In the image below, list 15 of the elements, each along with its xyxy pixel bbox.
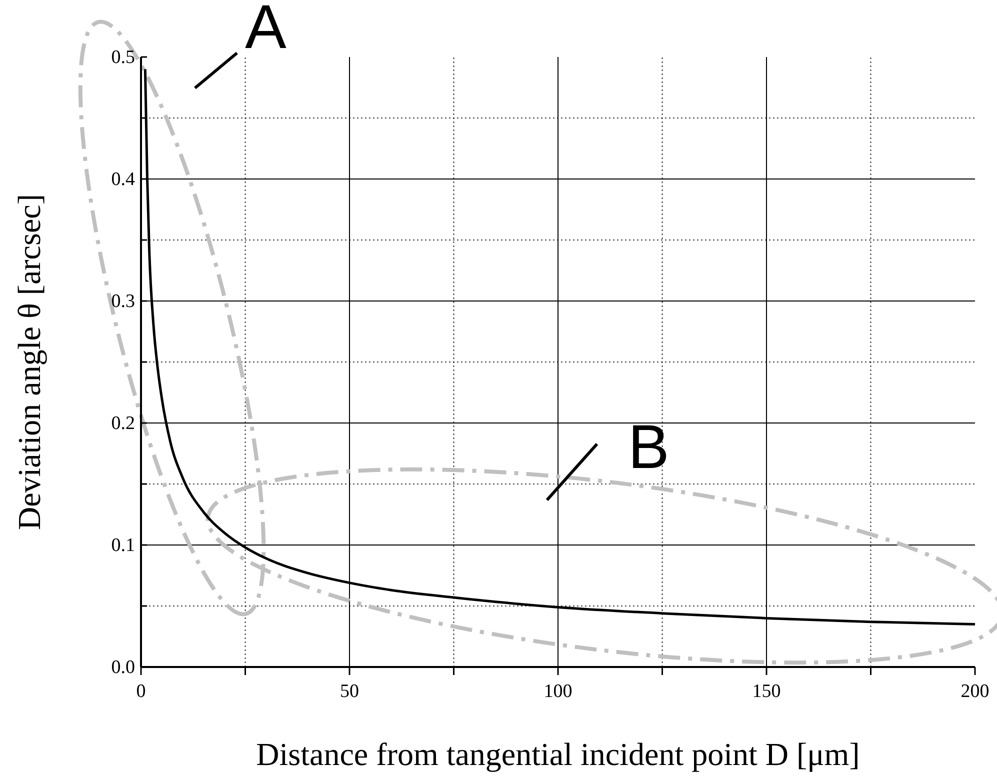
y-tick-label: 0.4 [111, 169, 136, 190]
y-tick-label: 0.1 [111, 535, 135, 556]
y-tick-label: 0.3 [111, 291, 135, 312]
x-tick-label: 200 [960, 681, 990, 702]
x-tick-label: 150 [752, 681, 781, 702]
annotation: A [245, 0, 287, 62]
x-tick-label: 50 [340, 681, 359, 702]
annotation: B [628, 413, 670, 482]
y-axis-title: Deviation angle θ [arcsec] [11, 194, 47, 530]
y-tick-label: 0.0 [111, 657, 135, 678]
x-axis-title: Distance from tangential incident point D [μm] [256, 736, 860, 772]
x-tick-label: 100 [544, 681, 572, 702]
y-tick-label: 0.2 [111, 413, 135, 434]
y-tick-label: 0.5 [111, 47, 135, 68]
x-tick-label: 0 [136, 681, 146, 702]
